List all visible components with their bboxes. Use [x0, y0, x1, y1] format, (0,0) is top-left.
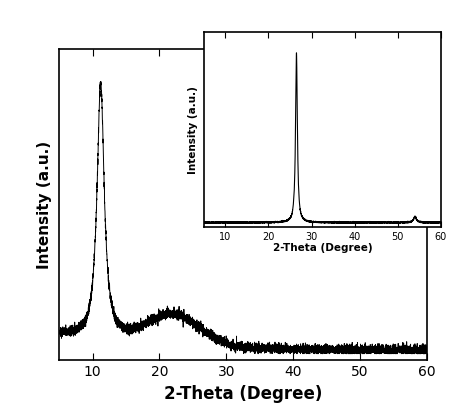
Y-axis label: Intensity (a.u.): Intensity (a.u.) [188, 86, 198, 173]
Y-axis label: Intensity (a.u.): Intensity (a.u.) [36, 141, 52, 269]
X-axis label: 2-Theta (Degree): 2-Theta (Degree) [164, 385, 322, 403]
X-axis label: 2-Theta (Degree): 2-Theta (Degree) [273, 243, 372, 253]
